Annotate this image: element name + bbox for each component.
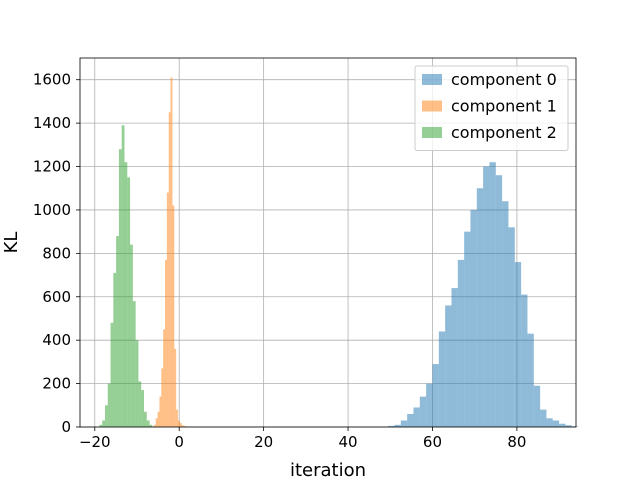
histogram-bar: [426, 383, 433, 427]
histogram-bar: [113, 272, 117, 427]
histogram-bar: [104, 405, 108, 427]
axis-ticks: −20 0 20 40 60 800200400600800100012001400160…: [33, 71, 527, 451]
histogram-bar: [451, 288, 458, 427]
histogram-bar: [155, 418, 158, 427]
histogram-bar: [464, 231, 471, 427]
histogram-bar: [514, 262, 522, 427]
histogram-bar: [172, 205, 175, 427]
legend: component 0 component 1 component 2: [414, 65, 569, 151]
histogram-bar: [157, 411, 160, 427]
histogram-bar: [141, 390, 144, 427]
histogram-bar: [565, 425, 572, 427]
histogram-bar: [130, 244, 133, 427]
histogram-bar: [540, 409, 547, 427]
histogram-bar: [470, 209, 477, 427]
histogram-bar: [183, 425, 186, 427]
histogram-bar: [132, 301, 136, 427]
histogram-bar: [502, 201, 509, 427]
histogram-bar: [163, 329, 166, 427]
y-tick-label: 1400: [33, 114, 71, 132]
y-axis-label: KL: [1, 232, 22, 254]
histogram-bar: [135, 340, 139, 427]
y-tick-label: 200: [42, 375, 71, 393]
histogram-bar: [527, 333, 534, 427]
legend-label: component 2: [451, 123, 557, 142]
histogram-bar: [166, 192, 169, 427]
x-tick-label: 60: [423, 433, 442, 451]
legend-swatch: [422, 127, 442, 138]
legend-box: [414, 65, 569, 151]
histogram-bar: [552, 420, 560, 427]
series-0-bars: [388, 162, 579, 427]
histogram-bar: [438, 331, 446, 427]
histogram-bar: [146, 420, 150, 427]
histogram-bar: [388, 425, 395, 427]
histogram-bar: [127, 177, 131, 427]
histogram-bar: [168, 112, 171, 427]
x-tick-label: −20: [79, 433, 111, 451]
y-tick-label: 800: [42, 244, 71, 262]
histogram-bar: [143, 411, 147, 427]
histogram-bar: [107, 383, 111, 427]
histogram-bar: [533, 385, 541, 427]
histogram-bar: [559, 423, 566, 427]
x-tick-label: 20: [254, 433, 273, 451]
histogram-bar: [170, 77, 173, 428]
histogram-bar: [116, 235, 119, 427]
histogram-bar: [445, 305, 452, 427]
histogram-bar: [176, 409, 179, 427]
legend-swatch: [422, 74, 442, 85]
histogram-bar: [99, 424, 103, 427]
histogram-bar: [121, 125, 125, 427]
histogram-bar: [110, 322, 114, 427]
histogram-bar: [174, 348, 177, 427]
series-1-bars: [153, 77, 190, 428]
x-tick-label: 0: [174, 433, 184, 451]
histogram-bar: [118, 149, 122, 427]
x-axis-label: iteration: [290, 460, 366, 480]
histogram-bar: [457, 259, 465, 427]
y-tick-label: 1200: [33, 158, 71, 176]
y-tick-label: 0: [61, 418, 71, 436]
series-2-bars: [99, 125, 153, 427]
histogram-bar: [178, 420, 180, 427]
histogram-bar: [394, 424, 401, 427]
histogram-bar: [400, 420, 408, 427]
histogram-bar: [165, 259, 167, 427]
histogram-bar: [476, 188, 484, 427]
legend-label: component 0: [451, 70, 557, 89]
histogram-bar: [161, 368, 164, 427]
histogram-bar: [432, 364, 439, 427]
histogram-bar: [521, 294, 528, 427]
histogram-bar: [407, 413, 414, 427]
plot-frame: [79, 57, 577, 428]
legend-swatch: [422, 100, 442, 112]
histogram-bar: [179, 423, 182, 427]
histogram-bar: [124, 162, 128, 427]
y-tick-label: 600: [42, 288, 71, 306]
histogram-bar: [153, 424, 156, 427]
y-tick-label: 400: [42, 331, 71, 349]
histogram-bar: [149, 424, 153, 427]
histogram-bar: [495, 175, 503, 427]
x-tick-label: 40: [339, 433, 358, 451]
histogram-bars: [99, 77, 579, 428]
y-tick-label: 1600: [33, 71, 71, 89]
histogram-bar: [508, 227, 515, 427]
histogram-bar: [138, 381, 142, 427]
histogram-bar: [483, 166, 490, 427]
legend-label: component 1: [451, 97, 557, 116]
histogram-bar: [489, 162, 496, 427]
histogram-bar: [159, 396, 162, 427]
histogram-bar: [419, 396, 427, 427]
histogram-bar: [546, 418, 553, 427]
histogram-bar: [102, 420, 105, 427]
histogram-bar: [413, 407, 420, 427]
y-tick-label: 1000: [33, 201, 71, 219]
histogram-bar: [181, 425, 184, 427]
x-tick-label: 80: [507, 433, 526, 451]
